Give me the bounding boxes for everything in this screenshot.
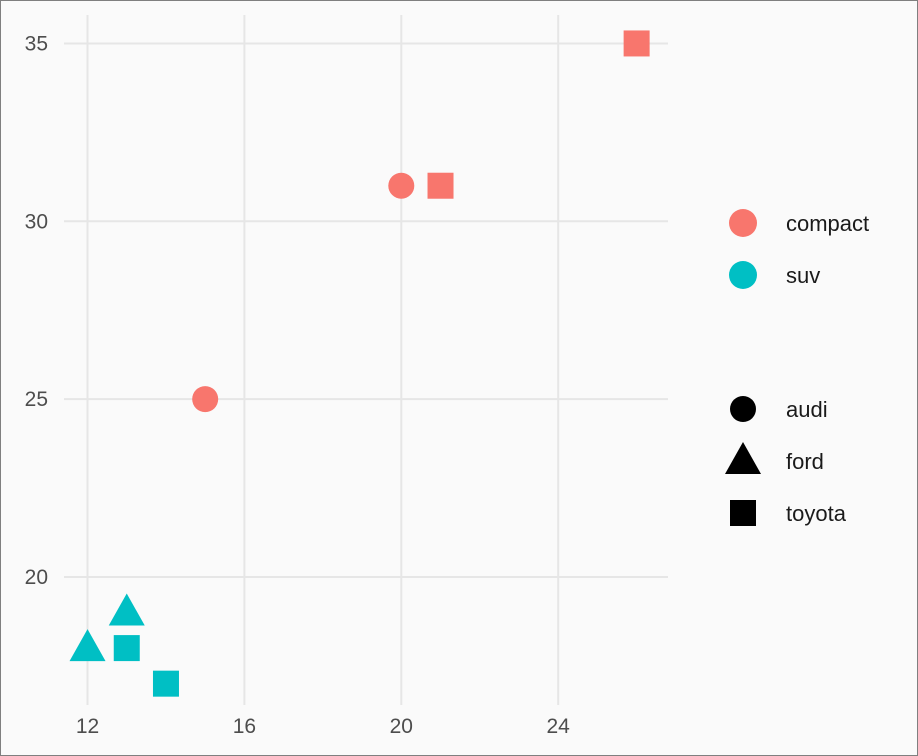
axis-ticks: 12 16 20 24 20 25 30 35 xyxy=(25,32,571,738)
y-tick-label: 30 xyxy=(25,210,48,233)
legend-key-ford xyxy=(725,442,761,474)
x-tick-label: 16 xyxy=(233,715,256,738)
data-point-suv-toyota xyxy=(152,670,179,697)
data-point-suv-ford xyxy=(108,593,145,626)
legend-key-audi xyxy=(730,396,756,422)
legend: compact suv audi ford toyota xyxy=(725,209,869,526)
data-point-compact-toyota xyxy=(623,30,650,57)
data-point-compact-toyota xyxy=(427,172,454,199)
data-point-suv-ford xyxy=(69,629,106,662)
legend-label-suv: suv xyxy=(786,263,820,288)
legend-key-compact xyxy=(729,209,757,237)
data-point-compact-audi xyxy=(388,172,415,199)
y-tick-label: 25 xyxy=(25,388,48,411)
x-tick-label: 12 xyxy=(76,715,99,738)
legend-label-ford: ford xyxy=(786,449,824,474)
legend-key-toyota xyxy=(730,500,756,526)
data-point-suv-toyota xyxy=(113,635,140,662)
x-tick-label: 20 xyxy=(390,715,413,738)
data-point-compact-audi xyxy=(192,386,219,413)
grid-lines xyxy=(64,15,668,705)
x-tick-label: 24 xyxy=(547,715,571,738)
data-points xyxy=(69,30,650,697)
legend-key-suv xyxy=(729,261,757,289)
legend-label-audi: audi xyxy=(786,397,828,422)
legend-label-toyota: toyota xyxy=(786,501,847,526)
y-tick-label: 20 xyxy=(25,566,48,589)
legend-label-compact: compact xyxy=(786,211,869,236)
y-tick-label: 35 xyxy=(25,32,48,55)
